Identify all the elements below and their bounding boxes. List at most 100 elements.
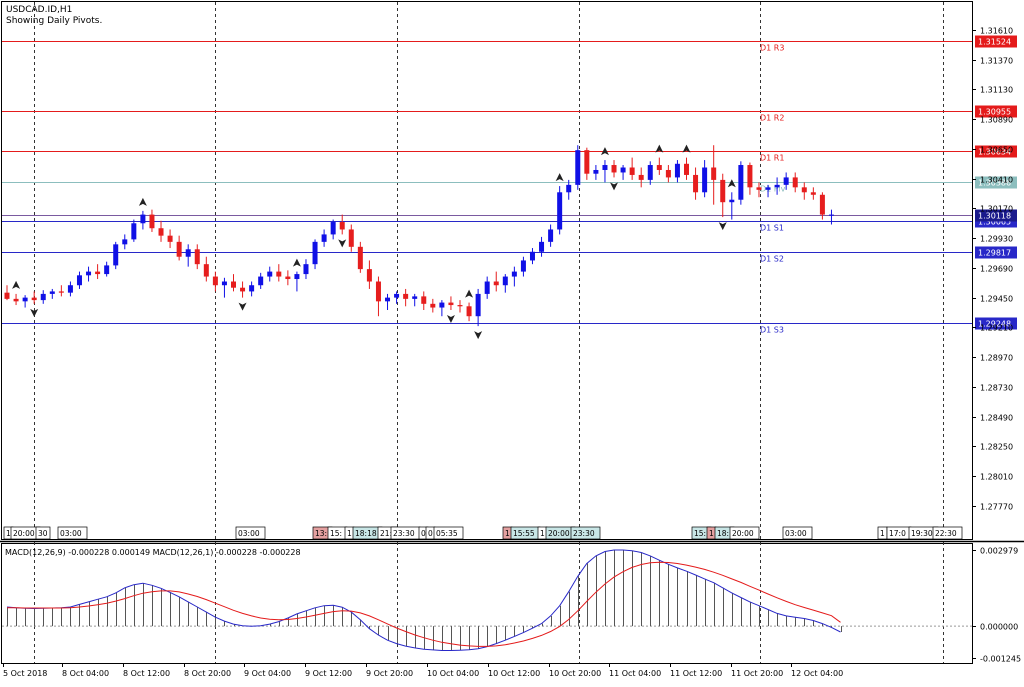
session-marker-label: 15: (330, 529, 342, 538)
macd-indicator (2, 549, 972, 651)
candle-body (104, 265, 110, 275)
candle-body (375, 281, 381, 302)
current-price-tag-text: 1.30118 (978, 212, 1011, 221)
macd-tick-label: 0.000000 (980, 623, 1018, 632)
candle-body (493, 281, 499, 286)
session-marker-label: 03:00 (238, 529, 260, 538)
fractal-up-arrow (292, 258, 301, 267)
time-tick-label: 10 Oct 12:00 (488, 669, 540, 678)
candle-body (511, 271, 517, 277)
candle-body (403, 293, 409, 299)
session-marker-label: 20:00 (732, 529, 754, 538)
pivot-label: D1 R1 (760, 154, 784, 163)
pivot-price-tag (975, 176, 1017, 189)
candle-body (529, 251, 535, 261)
candle-body (620, 167, 626, 173)
candle-body (539, 241, 545, 252)
candle-body (312, 241, 318, 265)
session-marker-label: 21: (380, 529, 392, 538)
candle-body (584, 150, 590, 174)
candle-body (67, 285, 73, 293)
candle-body (231, 281, 236, 288)
price-tick-label: 1.29450 (980, 295, 1013, 304)
current-price-tag (975, 209, 1017, 222)
price-tick-label: 1.28970 (980, 354, 1013, 363)
candle-body (357, 246, 363, 270)
candlesticks (4, 145, 834, 327)
session-marker-label: 1 (6, 529, 11, 538)
candle-body (711, 167, 717, 180)
session-marker-label: 03:00 (785, 529, 807, 538)
candle-body (58, 291, 64, 293)
candle-body (303, 264, 309, 275)
candle-body (665, 169, 671, 178)
candle-body (394, 293, 400, 298)
grid-lines (34, 2, 944, 663)
price-tick-label: 1.31130 (980, 86, 1013, 95)
fractal-up-arrow (12, 280, 21, 289)
candle-body (31, 297, 37, 301)
candle-body (747, 165, 753, 188)
candle-body (267, 271, 273, 277)
candle-body (140, 214, 146, 224)
time-tick-label: 11 Oct 04:00 (609, 669, 661, 678)
price-tick-label: 1.29930 (980, 235, 1013, 244)
pivot-price-tag (975, 145, 1017, 158)
pivot-lines: D1 R3 D1 R2 D1 R1 D1 Piv D1 S1 D1 S2 D1 S3 (2, 41, 972, 335)
candle-body (113, 244, 119, 266)
session-marker-label: 1 (540, 529, 545, 538)
candle-body (557, 192, 563, 230)
candle-body (76, 275, 82, 286)
session-marker-label: 17:0 (889, 529, 906, 538)
candle-body (801, 187, 807, 193)
candle-body (638, 174, 644, 180)
price-tick-label: 1.31370 (980, 57, 1013, 66)
session-marker-label: 20:00 (13, 529, 35, 538)
pivot-price-tag-text: 1.30634 (978, 148, 1011, 157)
candle-body (122, 239, 128, 245)
time-tick-label: 10 Oct 20:00 (549, 669, 601, 678)
session-marker-label: 23:30 (393, 529, 415, 538)
candle-body (276, 271, 282, 277)
candle-body (484, 281, 490, 294)
fractal-up-arrow (555, 173, 564, 182)
time-tick-label: 5 Oct 2018 (3, 669, 47, 678)
pivot-price-tag-text: 1.29248 (978, 320, 1011, 329)
fractal-down-arrow (718, 222, 727, 231)
candle-body (629, 167, 635, 175)
candle-body (502, 276, 508, 286)
pivot-price-tag (975, 317, 1017, 330)
macd-signal-line (7, 561, 841, 647)
fractal-down-arrow (446, 315, 455, 324)
pivot-price-tag-text: 1.30955 (978, 108, 1011, 117)
candle-body (203, 264, 209, 277)
session-marker-box (932, 526, 963, 540)
pivot-price-tag (975, 105, 1017, 118)
fractal-down-arrow (30, 308, 39, 317)
session-marker-label: 03:00 (60, 529, 82, 538)
session-marker-label: 19:30 (911, 529, 933, 538)
candle-body (593, 169, 599, 174)
candle-body (258, 276, 264, 286)
price-tick-label: 1.28250 (980, 443, 1013, 452)
session-marker-label: 1 (347, 529, 352, 538)
candle-body (611, 165, 617, 173)
pivot-label: D1 S3 (760, 326, 784, 335)
time-tick-label: 9 Oct 20:00 (366, 669, 413, 678)
candle-body (158, 228, 164, 236)
candle-body (49, 291, 55, 294)
candle-body (520, 260, 526, 272)
price-tick-label: 1.30410 (980, 176, 1013, 185)
candle-body (439, 302, 445, 308)
price-tick-label: 1.28490 (980, 414, 1013, 423)
candle-body (466, 306, 472, 317)
candle-body (448, 302, 454, 306)
pivot-label: D1 Piv (760, 185, 786, 194)
session-marker-strip: 1 20:00 30 03:00 03:00 13: 15: 1 18:18 21: 23:30 0 0… (3, 526, 963, 540)
candle-body (774, 184, 780, 188)
session-marker-label: 20:00 (548, 529, 570, 538)
candle-body (819, 194, 825, 215)
time-tick-label: 8 Oct 04:00 (62, 669, 109, 678)
macd-label: MACD(12,26,9) -0.000228 0.000149 MACD(12… (5, 548, 301, 557)
